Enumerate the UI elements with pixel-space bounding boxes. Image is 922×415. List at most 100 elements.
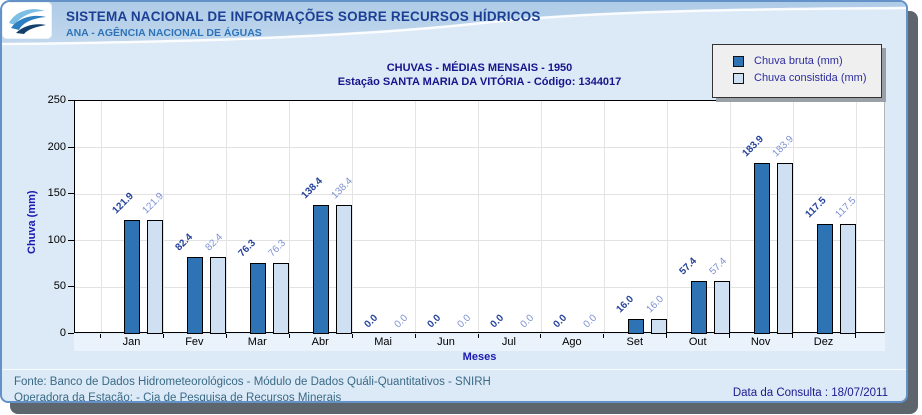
x-tick-mark [792, 334, 794, 338]
x-gridline [666, 101, 668, 332]
bar-value-label: 16.0 [644, 293, 666, 316]
y-tick-label: 200 [47, 140, 66, 153]
consult-date: Data da Consulta : 18/07/2011 [732, 387, 888, 399]
bar-value-label: 82.4 [203, 231, 226, 254]
bar-value-label: 0.0 [518, 312, 537, 331]
x-axis-title: Meses [462, 351, 497, 363]
ana-logo-icon [2, 2, 52, 39]
x-tick-mark [729, 334, 731, 338]
x-gridline [792, 101, 794, 332]
chart-title: CHUVAS - MÉDIAS MENSAIS - 1950 [386, 62, 573, 74]
x-tick-mark [540, 334, 542, 338]
x-tick-mark [225, 334, 227, 338]
bar [713, 280, 730, 334]
y-tick-mark [68, 333, 74, 334]
system-title: SISTEMA NACIONAL DE INFORMAÇÕES SOBRE RE… [66, 9, 541, 24]
x-tick-mark [100, 334, 101, 338]
bar-value-label: 0.0 [551, 312, 570, 331]
bar-value-label: 138.4 [299, 175, 326, 202]
x-tick-mark [855, 334, 856, 338]
y-tick-mark [68, 193, 74, 195]
header-wave-background [2, 2, 906, 48]
x-category-label: Jul [501, 336, 516, 348]
bar [816, 224, 833, 334]
chart-legend: Chuva bruta (mm) Chuva consistida (mm) [712, 44, 882, 98]
x-gridline [540, 101, 542, 332]
x-gridline [415, 101, 417, 332]
bar [650, 319, 667, 334]
x-gridline [163, 101, 165, 332]
bar [147, 220, 164, 334]
bar [839, 224, 856, 334]
bar-value-label: 0.0 [488, 312, 507, 331]
x-tick-mark [414, 334, 416, 338]
y-tick-label: 250 [47, 94, 66, 106]
legend-item-consistida: Chuva consistida (mm) [733, 72, 873, 84]
bar-value-label: 0.0 [581, 312, 600, 331]
y-gridline [75, 147, 884, 149]
y-tick-mark [68, 100, 74, 101]
legend-swatch-bruta-icon [733, 55, 744, 67]
x-tick-mark [477, 334, 479, 338]
x-gridline [289, 101, 291, 332]
y-tick-label: 50 [53, 280, 66, 293]
x-gridline [226, 101, 228, 332]
bar [690, 280, 707, 334]
bar [627, 319, 644, 334]
x-category-label: Nov [750, 336, 771, 348]
chart-title-block: CHUVAS - MÉDIAS MENSAIS - 1950 Estação S… [74, 62, 885, 88]
bar-value-label: 0.0 [455, 312, 474, 331]
footer-source-line: Fonte: Banco de Dados Hidrometeorológico… [14, 376, 491, 388]
x-tick-mark [288, 334, 290, 338]
x-category-label: Set [626, 336, 644, 348]
bar [313, 205, 330, 334]
legend-item-bruta: Chuva bruta (mm) [733, 55, 873, 67]
bar-value-label: 16.0 [614, 293, 636, 316]
agency-subtitle: ANA - AGÊNCIA NACIONAL DE ÁGUAS [66, 27, 262, 39]
bar [210, 257, 227, 334]
x-gridline [729, 101, 731, 332]
y-gridline [75, 193, 884, 195]
y-tick-mark [68, 239, 74, 241]
bar [124, 220, 141, 334]
x-category-label: Fev [185, 336, 204, 348]
legend-swatch-consistida-icon [733, 72, 744, 84]
x-category-label: Abr [311, 336, 329, 348]
y-tick-mark [68, 286, 74, 288]
x-tick-mark [603, 334, 605, 338]
x-category-label: Ago [562, 336, 582, 348]
x-category-label: Mai [374, 336, 392, 348]
bar-value-label: 57.4 [707, 255, 729, 277]
bar-value-label: 0.0 [425, 312, 444, 331]
x-category-label: Dez [813, 336, 834, 348]
app-header: SISTEMA NACIONAL DE INFORMAÇÕES SOBRE RE… [2, 2, 906, 48]
report-footer: Fonte: Banco de Dados Hidrometeorológico… [2, 369, 906, 403]
bar-value-label: 82.4 [173, 231, 196, 254]
x-gridline [352, 101, 354, 332]
bar-value-label: 121.9 [110, 191, 137, 217]
footer-operator-line: Operadora da Estação: - Cia de Pesquisa … [14, 392, 342, 403]
x-category-label: Out [688, 336, 707, 348]
bar [273, 262, 290, 334]
x-tick-mark [351, 334, 353, 338]
bar [336, 205, 353, 334]
bar-value-label: 183.9 [740, 133, 766, 159]
x-axis-band: Jan Fev Mar Abr Mai Jun Jul Ago Set Out Nov Dez [74, 334, 885, 351]
bar [187, 257, 204, 334]
x-category-label: Jun [437, 336, 455, 348]
x-gridline [603, 101, 605, 332]
x-gridline [478, 101, 479, 332]
bar [250, 262, 267, 334]
y-tick-label: 100 [47, 233, 66, 246]
bar [776, 162, 793, 334]
y-gridline [75, 286, 884, 288]
x-category-label: Mar [247, 336, 267, 348]
bar-value-label: 117.5 [803, 195, 829, 221]
x-tick-mark [666, 334, 668, 338]
plot-area: 121.9 121.9 82.4 82.4 76.3 76.3 138.4 138.4 0.0 0… [74, 100, 885, 334]
bar-value-label: 0.0 [362, 312, 381, 331]
bar [753, 162, 770, 334]
chart-subtitle: Estação SANTA MARIA DA VITÓRIA - Código:… [337, 76, 622, 88]
x-gridline [100, 101, 102, 332]
y-tick-mark [68, 146, 74, 148]
